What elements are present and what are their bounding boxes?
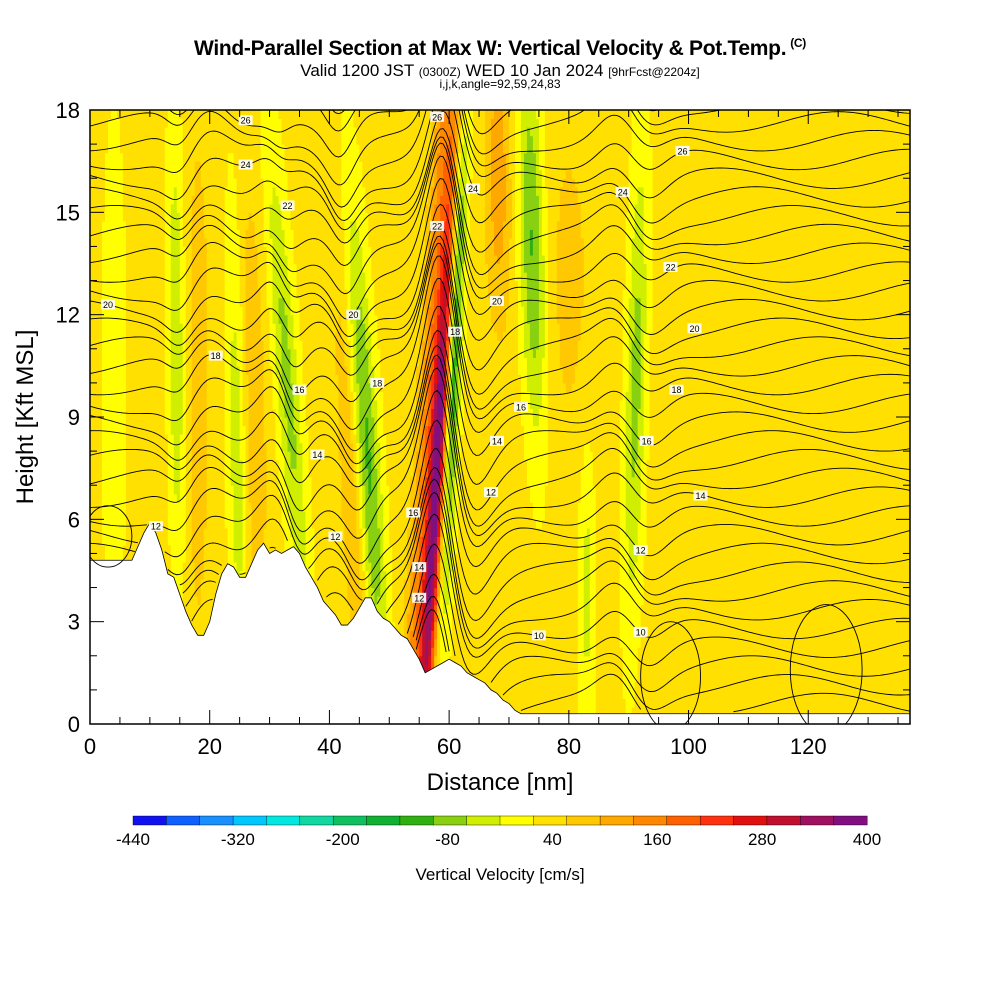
chart-svg: 2624222020181816141212161412262224182016…	[0, 0, 1000, 1000]
